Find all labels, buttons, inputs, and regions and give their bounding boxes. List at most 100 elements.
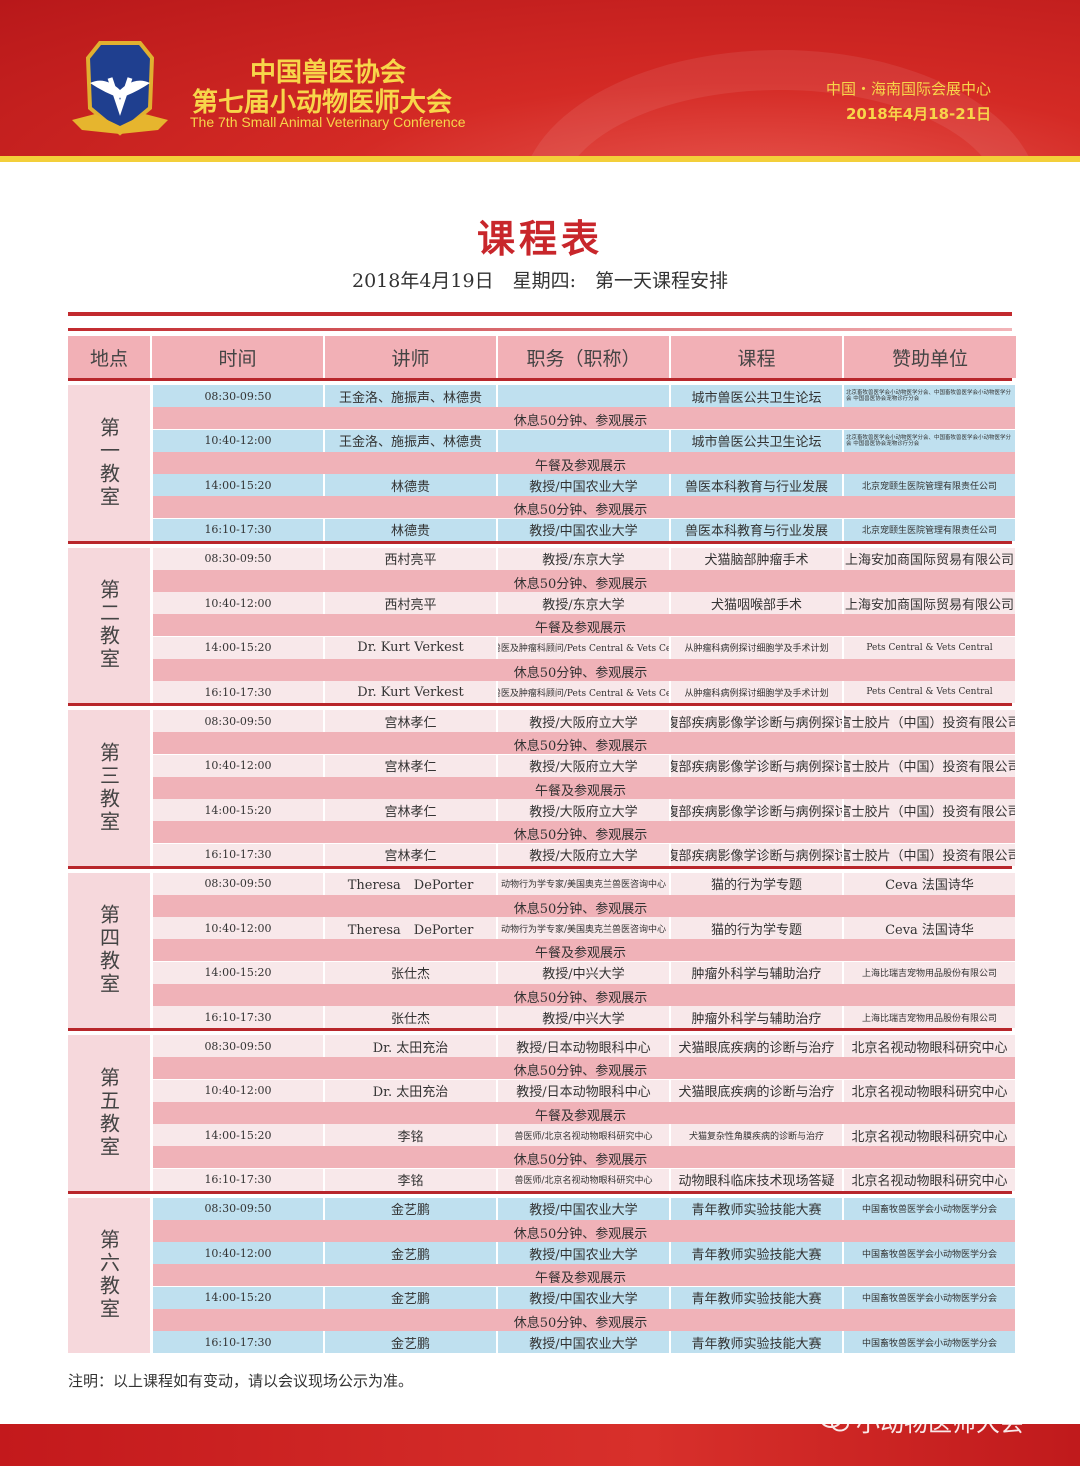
session-course: 青年教师实验技能大赛 bbox=[671, 1242, 842, 1265]
break-label: 休息50分钟、参观展示 bbox=[513, 576, 648, 592]
break-row: 休息50分钟、参观展示 bbox=[153, 732, 1015, 755]
session-time: 16:10-17:30 bbox=[153, 843, 323, 866]
session-position: 动物行为学专家/美国奥克兰兽医咨询中心 bbox=[498, 872, 669, 895]
session-position: 教授/中国农业大学 bbox=[498, 1331, 669, 1354]
session-row: 10:40-12:00 金艺鹏 教授/中国农业大学 青年教师实验技能大赛 中国畜牧兽医学… bbox=[153, 1242, 1015, 1265]
break-row: 休息50分钟、参观展示 bbox=[153, 496, 1015, 519]
session-sponsor: 北京宠颐生医院管理有限责任公司 bbox=[844, 474, 1015, 497]
session-course: 兽医本科教育与行业发展 bbox=[671, 474, 842, 497]
session-row: 10:40-12:00 西村亮平 教授/东京大学 犬猫咽喉部手术 上海安加商国际贸易有限… bbox=[153, 592, 1015, 615]
room-block: 第六教室 08:30-09:50 金艺鹏 教授/中国农业大学 青年教师实验技能大赛 中国畜… bbox=[68, 1190, 1015, 1354]
session-position: 兽医师/北京名视动物眼科研究中心 bbox=[498, 1124, 669, 1147]
session-course: 从肿瘤科病例探讨细胞学及手术计划 bbox=[671, 636, 842, 659]
room-rows: 08:30-09:50 Dr. 太田充治 教授/日本动物眼科中心 犬猫眼底疾病的诊断与… bbox=[153, 1035, 1015, 1191]
session-course: 城市兽医公共卫生论坛 bbox=[671, 385, 842, 407]
session-time: 16:10-17:30 bbox=[153, 681, 323, 704]
session-time: 10:40-12:00 bbox=[153, 1079, 323, 1102]
session-course: 肿瘤外科学与辅助治疗 bbox=[671, 1006, 842, 1029]
session-position: 教授/日本动物眼科中心 bbox=[498, 1035, 669, 1057]
session-speaker: Dr. 太田充治 bbox=[325, 1079, 496, 1102]
csava-logo bbox=[72, 41, 168, 136]
session-course: 犬猫眼底疾病的诊断与治疗 bbox=[671, 1079, 842, 1102]
session-course: 腹部疾病影像学诊断与病例探讨 bbox=[671, 799, 842, 822]
break-row: 休息50分钟、参观展示 bbox=[153, 1146, 1015, 1169]
col-sponsor: 赞助单位 bbox=[844, 336, 1016, 378]
break-label: 午餐及参观展示 bbox=[534, 458, 626, 474]
session-position: 教授/东京大学 bbox=[498, 547, 669, 570]
session-course: 肿瘤外科学与辅助治疗 bbox=[671, 961, 842, 984]
session-sponsor: 富士胶片（中国）投资有限公司 bbox=[844, 799, 1015, 822]
session-row: 16:10-17:30 宫林孝仁 教授/大阪府立大学 腹部疾病影像学诊断与病例探讨 富士… bbox=[153, 843, 1015, 866]
session-sponsor: Ceva 法国诗华 bbox=[844, 917, 1015, 940]
session-row: 08:30-09:50 宫林孝仁 教授/大阪府立大学 腹部疾病影像学诊断与病例探讨 富士… bbox=[153, 710, 1015, 732]
session-position: 高级兽医及肿瘤科顾问/Pets Central & Vets Central bbox=[498, 681, 669, 704]
session-course: 腹部疾病影像学诊断与病例探讨 bbox=[671, 710, 842, 732]
session-sponsor: 北京宠颐生医院管理有限责任公司 bbox=[844, 518, 1015, 541]
session-course: 青年教师实验技能大赛 bbox=[671, 1197, 842, 1220]
session-row: 16:10-17:30 林德贵 教授/中国农业大学 兽医本科教育与行业发展 北京宠颐生医… bbox=[153, 518, 1015, 541]
room-block: 第四教室 08:30-09:50 Theresa DePorter 动物行为学专家/美… bbox=[68, 865, 1015, 1029]
session-speaker: Dr. Kurt Verkest bbox=[325, 681, 496, 704]
break-row: 休息50分钟、参观展示 bbox=[153, 569, 1015, 592]
session-sponsor: 北京名视动物眼科研究中心 bbox=[844, 1079, 1015, 1102]
footnote: 注明：以上课程如有变动，请以会议现场公示为准。 bbox=[68, 1372, 414, 1390]
break-label: 休息50分钟、参观展示 bbox=[513, 665, 648, 681]
session-sponsor: 北京名视动物眼科研究中心 bbox=[844, 1124, 1015, 1147]
room-name: 第三教室 bbox=[68, 710, 150, 866]
divider bbox=[68, 312, 1012, 316]
session-time: 10:40-12:00 bbox=[153, 754, 323, 777]
session-course: 犬猫咽喉部手术 bbox=[671, 592, 842, 615]
session-time: 14:00-15:20 bbox=[153, 636, 323, 659]
room-block: 第五教室 08:30-09:50 Dr. 太田充治 教授/日本动物眼科中心 犬猫眼底疾病… bbox=[68, 1028, 1015, 1191]
session-sponsor: 富士胶片（中国）投资有限公司 bbox=[844, 843, 1015, 866]
break-row: 午餐及参观展示 bbox=[153, 1264, 1015, 1287]
session-sponsor: 上海安加商国际贸易有限公司 bbox=[844, 547, 1015, 570]
room-name: 第一教室 bbox=[68, 385, 150, 541]
session-position: 教授/中国农业大学 bbox=[498, 518, 669, 541]
session-row: 08:30-09:50 金艺鹏 教授/中国农业大学 青年教师实验技能大赛 中国畜牧兽医学… bbox=[153, 1197, 1015, 1220]
session-time: 08:30-09:50 bbox=[153, 1035, 323, 1057]
page-title: 课程表 bbox=[476, 217, 603, 261]
break-row: 休息50分钟、参观展示 bbox=[153, 407, 1015, 430]
break-label: 休息50分钟、参观展示 bbox=[513, 1226, 648, 1242]
session-course: 腹部疾病影像学诊断与病例探讨 bbox=[671, 843, 842, 866]
col-speaker: 讲师 bbox=[325, 336, 496, 378]
session-sponsor: 北京畜牧兽医学会小动物医学分会、中国畜牧兽医学会小动物医学分会 中国兽医协会宠物… bbox=[844, 429, 1015, 452]
session-time: 14:00-15:20 bbox=[153, 1124, 323, 1147]
break-row: 午餐及参观展示 bbox=[153, 451, 1015, 474]
session-position: 兽医师/北京名视动物眼科研究中心 bbox=[498, 1168, 669, 1191]
session-position: 教授/大阪府立大学 bbox=[498, 799, 669, 822]
event-name: 第七届小动物医师大会 bbox=[192, 88, 453, 118]
break-row: 休息50分钟、参观展示 bbox=[153, 894, 1015, 917]
session-course: 城市兽医公共卫生论坛 bbox=[671, 429, 842, 452]
break-label: 休息50分钟、参观展示 bbox=[513, 1315, 648, 1331]
room-block: 第二教室 08:30-09:50 西村亮平 教授/东京大学 犬猫脑部肿瘤手术 上海安加商国… bbox=[68, 540, 1015, 704]
session-speaker: 宫林孝仁 bbox=[325, 843, 496, 866]
session-time: 14:00-15:20 bbox=[153, 474, 323, 497]
room-block: 第一教室 08:30-09:50 王金洛、施振声、林德贵 城市兽医公共卫生论坛 北京畜牧… bbox=[68, 378, 1015, 541]
break-row: 午餐及参观展示 bbox=[153, 1101, 1015, 1124]
schedule-table: 地点 时间 讲师 职务（职称） 课程 赞助单位 第一教室 08:30-09:50 王… bbox=[68, 336, 1016, 1354]
break-row: 休息50分钟、参观展示 bbox=[153, 1219, 1015, 1242]
session-row: 08:30-09:50 西村亮平 教授/东京大学 犬猫脑部肿瘤手术 上海安加商国际贸易有… bbox=[153, 547, 1015, 570]
session-position: 教授/中国农业大学 bbox=[498, 1197, 669, 1220]
session-row: 10:40-12:00 Dr. 太田充治 教授/日本动物眼科中心 犬猫眼底疾病的诊断与… bbox=[153, 1079, 1015, 1102]
session-course: 犬猫复杂性角膜疾病的诊断与治疗 bbox=[671, 1124, 842, 1147]
session-time: 14:00-15:20 bbox=[153, 799, 323, 822]
session-row: 10:40-12:00 宫林孝仁 教授/大阪府立大学 腹部疾病影像学诊断与病例探讨 富士… bbox=[153, 754, 1015, 777]
break-row: 午餐及参观展示 bbox=[153, 939, 1015, 962]
session-speaker: Theresa DePorter bbox=[325, 917, 496, 940]
session-position bbox=[498, 429, 669, 452]
break-row: 休息50分钟、参观展示 bbox=[153, 658, 1015, 681]
room-name: 第六教室 bbox=[68, 1197, 150, 1354]
break-row: 午餐及参观展示 bbox=[153, 614, 1015, 637]
session-time: 08:30-09:50 bbox=[153, 872, 323, 895]
session-position: 教授/中兴大学 bbox=[498, 961, 669, 984]
session-row: 14:00-15:20 李铭 兽医师/北京名视动物眼科研究中心 犬猫复杂性角膜疾病的诊… bbox=[153, 1124, 1015, 1147]
session-time: 16:10-17:30 bbox=[153, 1168, 323, 1191]
room-name: 第四教室 bbox=[68, 872, 150, 1029]
session-sponsor: 北京名视动物眼科研究中心 bbox=[844, 1168, 1015, 1191]
session-sponsor: 富士胶片（中国）投资有限公司 bbox=[844, 710, 1015, 732]
session-time: 14:00-15:20 bbox=[153, 1286, 323, 1309]
table-header: 地点 时间 讲师 职务（职称） 课程 赞助单位 bbox=[68, 336, 1016, 378]
